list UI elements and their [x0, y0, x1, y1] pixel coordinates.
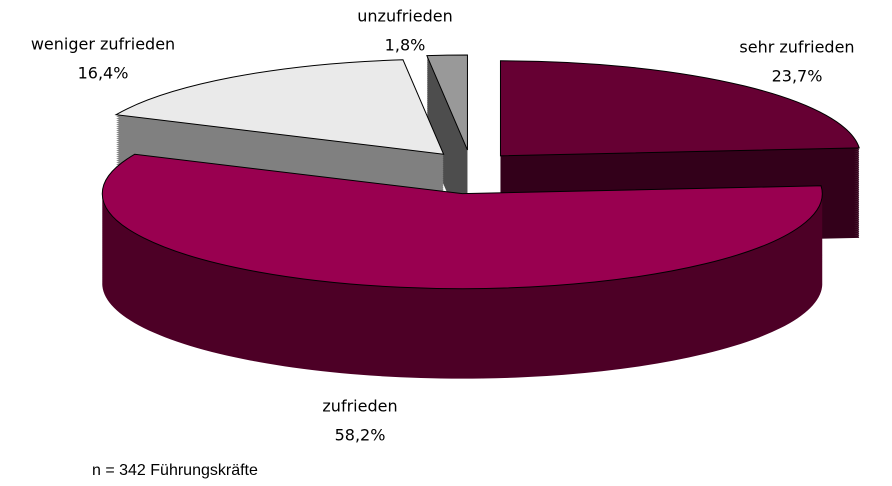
value-label: 1,8%: [385, 36, 426, 55]
slice-label: zufrieden: [322, 397, 397, 416]
value-label: 16,4%: [78, 64, 129, 83]
value-label: 23,7%: [772, 67, 823, 86]
annotation: n = 342 Führungskräfte: [92, 462, 258, 479]
value-label: 58,2%: [335, 426, 386, 445]
slice: [101, 153, 823, 290]
slice: [499, 60, 860, 157]
slice-label: sehr zufrieden: [739, 38, 854, 57]
slice: [426, 54, 468, 151]
slice: [114, 59, 445, 155]
slice-label: weniger zufrieden: [31, 35, 175, 54]
slice-label: unzufrieden: [357, 7, 452, 26]
